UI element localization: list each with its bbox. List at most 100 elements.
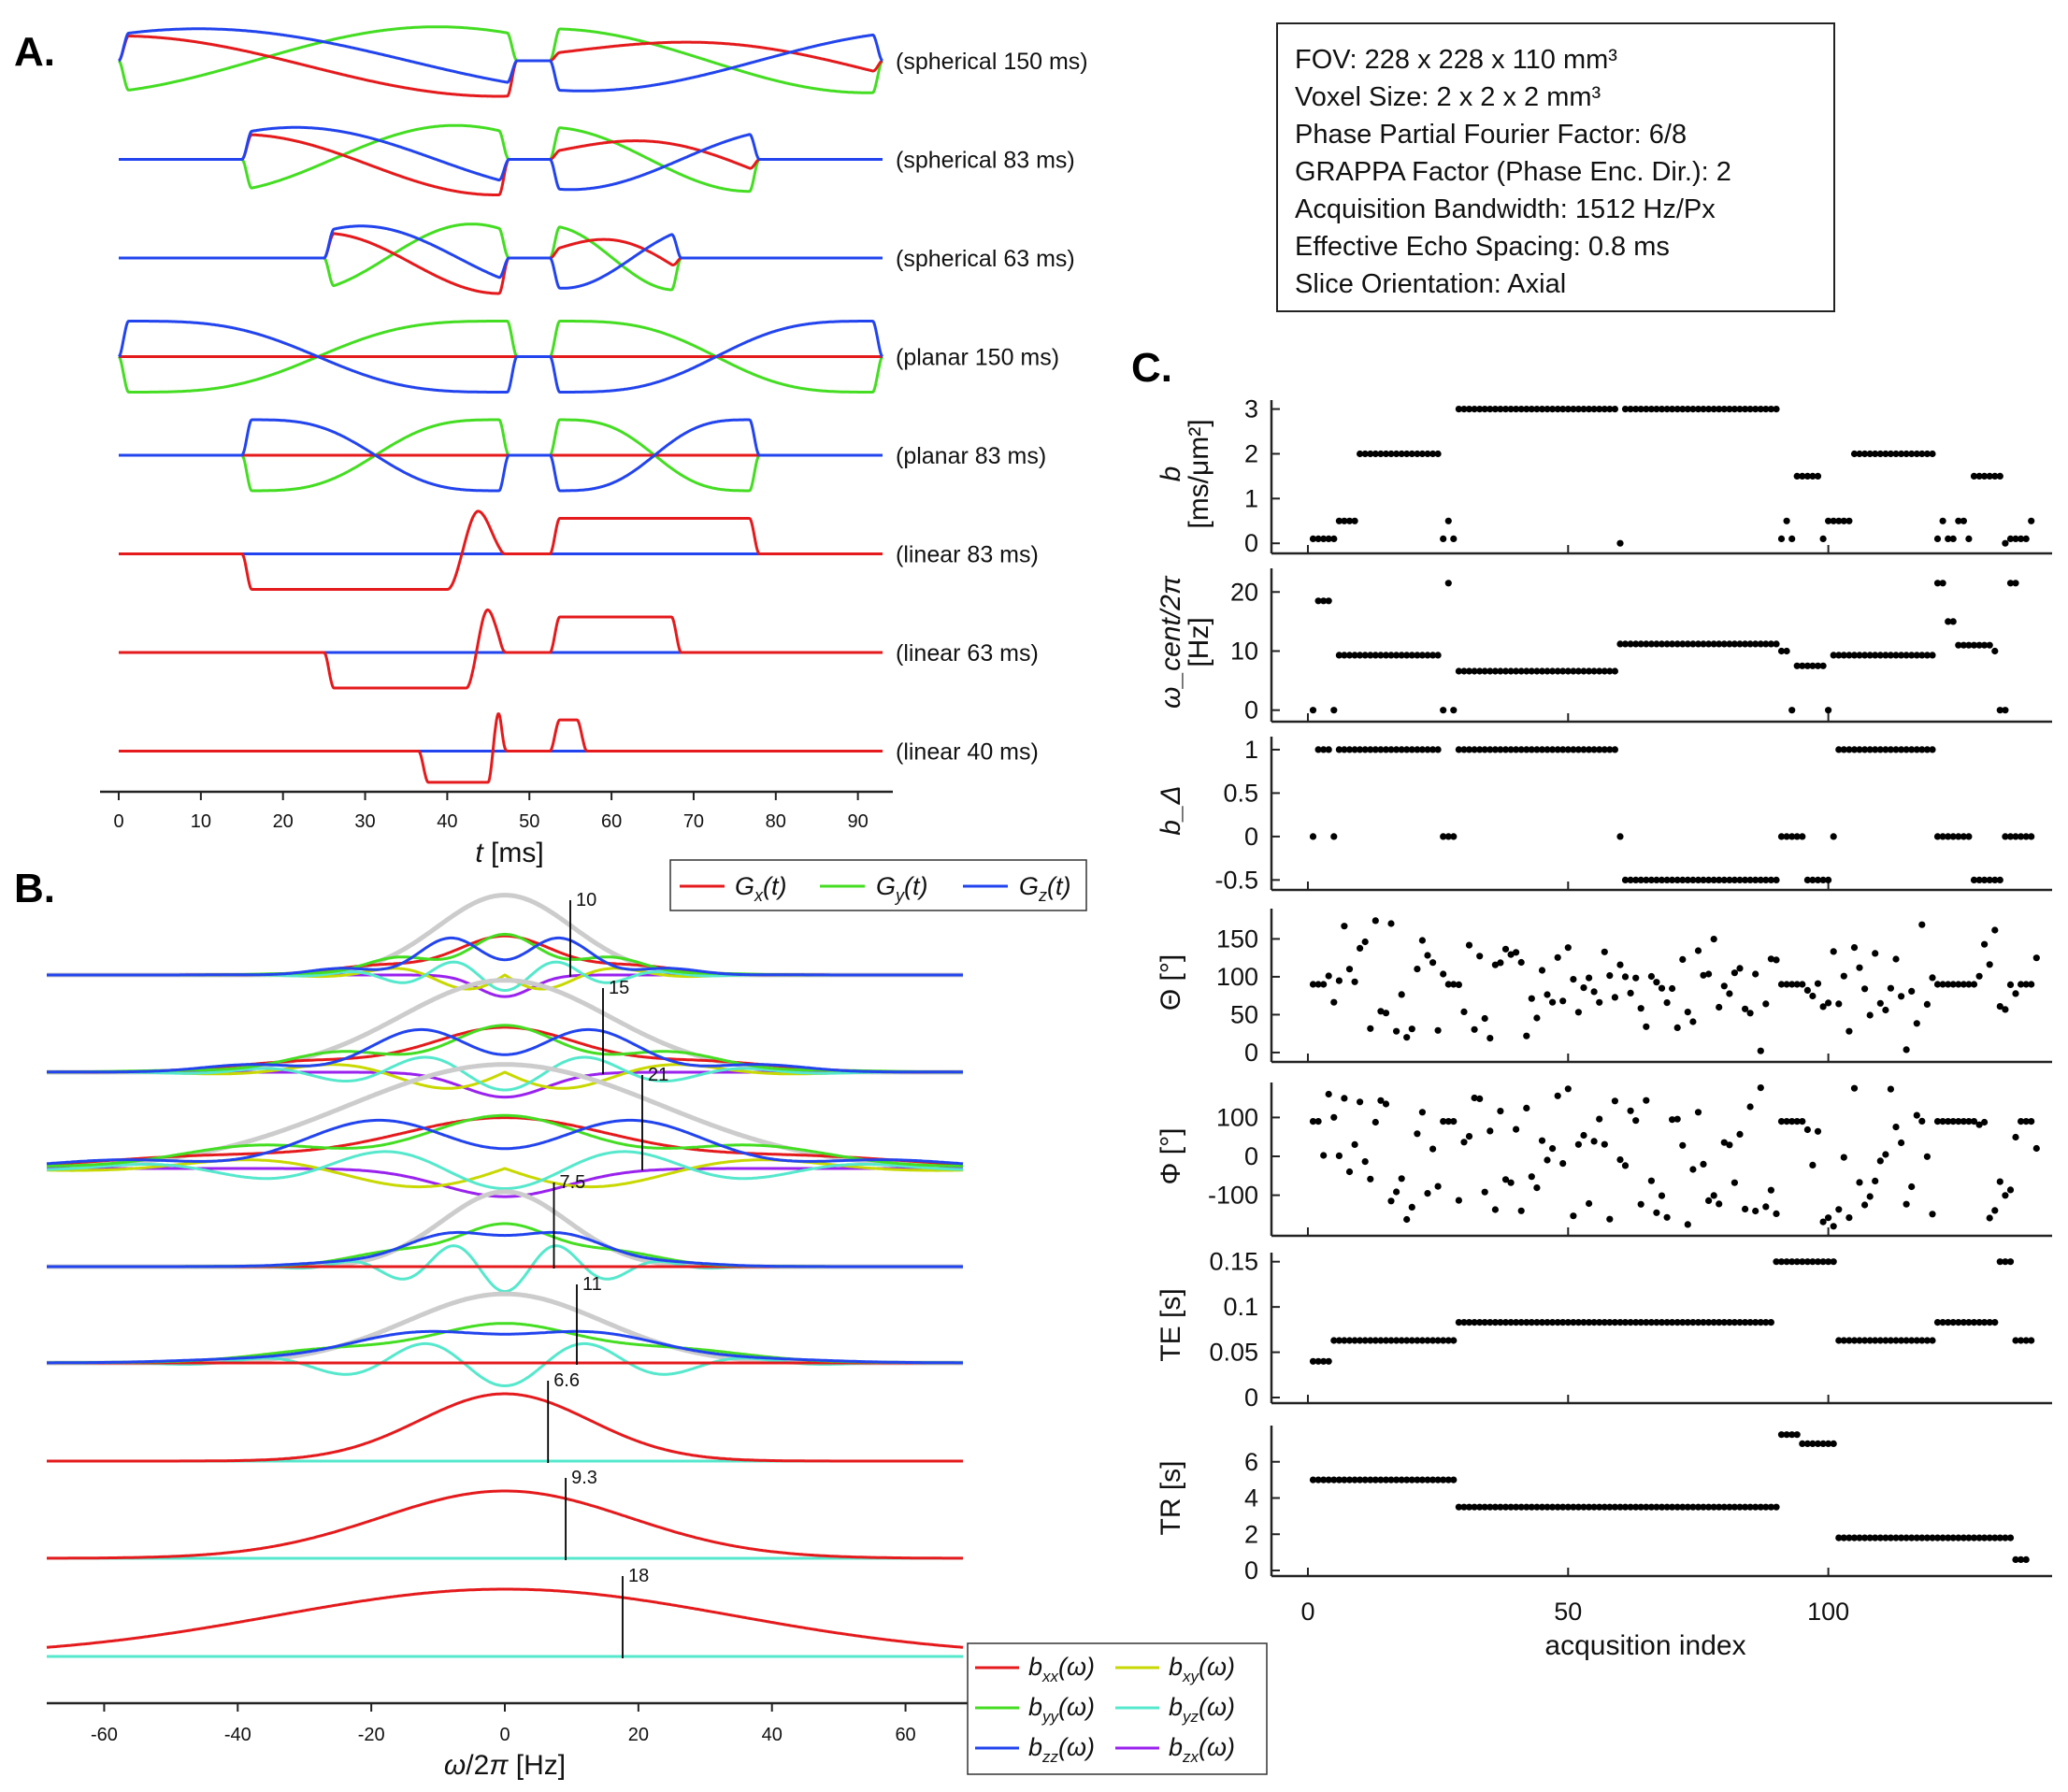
c-data-point [1387,920,1395,927]
c-data-point [1861,985,1869,993]
c-data-point [1554,1092,1561,1099]
c-data-point [1923,652,1931,659]
c-data-point [1835,517,1843,524]
c-data-point [1689,876,1697,884]
c-data-point [1777,981,1786,988]
c-data-point [1450,833,1458,840]
c-data-point [1898,1139,1905,1147]
c-data-point [1429,1337,1437,1344]
c-data-point [1544,991,1551,998]
c-data-point [1325,1090,1332,1098]
c-data-point [1528,667,1535,675]
c-data-point [1590,746,1598,753]
panel-a-label: A. [14,29,55,75]
c-data-point [1996,472,2003,480]
c-data-point [1929,652,1936,659]
c-data-point [1367,1175,1374,1183]
c-data-point [1564,406,1572,413]
c-data-point [1627,1503,1634,1511]
c-data-point [1444,1476,1452,1484]
c-data-point [1403,1476,1411,1484]
c-data-point [1544,1319,1551,1326]
c-data-point [1330,1113,1338,1121]
c-data-point [1513,406,1520,413]
c-data-point [1418,652,1426,659]
c-data-point [1309,1357,1317,1365]
b-xtick-label: 60 [895,1725,915,1745]
c-data-point [1632,876,1640,884]
c-data-point [1898,652,1905,659]
c-data-point [1720,406,1728,413]
c-data-point [1991,1319,1999,1326]
c-data-point [1850,746,1859,753]
a-xtick-label: 70 [683,811,704,832]
c-data-point [1710,406,1717,413]
c-data-point [1357,1098,1364,1106]
c-data-point [1517,667,1525,675]
c-data-point [1440,1476,1447,1484]
a-waveform-gy [118,320,883,394]
c-data-point [1414,1476,1421,1484]
a-waveform-row: (linear 83 ms) [118,509,1039,591]
c-data-point [1898,1337,1905,1344]
b-spectrum-yy [47,1024,963,1074]
c-data-point [1393,1027,1400,1035]
c-data-point [1357,944,1364,953]
c-data-point [1497,406,1504,413]
c-data-point [1882,1006,1889,1014]
legend-byy-label: byy(ω) [1028,1693,1095,1726]
c-data-point [1814,1258,1822,1266]
c-data-point [1497,1319,1504,1326]
c-data-point [1933,833,1942,840]
a-waveform-row: (linear 63 ms) [118,608,1039,690]
c-data-point [1398,1175,1405,1183]
c-data-point [1408,1203,1415,1211]
c-data-point [1632,1319,1640,1326]
c-data-point [1393,1188,1400,1196]
c-ytick-label: 150 [1216,925,1258,953]
c-data-point [1819,1258,1827,1266]
c-data-point [1742,1503,1749,1511]
c-data-point [1398,1337,1405,1344]
c-data-point [1949,833,1957,840]
c-data-point [1918,1337,1926,1344]
c-data-point [1736,876,1744,884]
c-data-point [1549,667,1557,675]
c-data-point [1606,1319,1614,1326]
c-data-point [1830,948,1837,955]
c-data-point [1371,652,1379,659]
c-data-point [1647,876,1655,884]
c-data-point [1866,746,1874,753]
c-data-point [1450,1476,1458,1484]
c-data-point [1845,1214,1853,1222]
a-waveform-gy [118,25,883,94]
c-data-point [1627,406,1634,413]
c-data-point [1382,652,1390,659]
c-data-point [1945,1319,1952,1326]
c-data-point [1382,1337,1390,1344]
c-data-point [1586,974,1593,982]
c-data-point [1471,746,1478,753]
c-data-point [1762,1203,1770,1211]
c-data-point [1471,1025,1478,1033]
c-data-point [2028,1118,2035,1125]
c-data-point [1590,667,1598,675]
c-data-point [1720,640,1728,648]
c-data-point [1970,1534,1978,1541]
c-data-point [1627,1319,1634,1326]
c-data-point [1887,746,1894,753]
c-data-point [1637,1503,1644,1511]
c-data-point [1803,472,1811,480]
c-data-point [1684,1319,1691,1326]
c-data-point [1923,746,1931,753]
c-data-point [1507,951,1515,958]
c-data-point [1481,667,1488,675]
c-ylabel-unit: [ms/μm²] [1184,419,1214,528]
c-data-point [1872,950,1879,957]
c-data-point [1679,1141,1687,1149]
c-data-point [1538,667,1546,675]
c-data-point [1673,876,1681,884]
c-data-point [1663,1503,1671,1511]
c-data-point [1908,1337,1916,1344]
c-data-point [1731,876,1738,884]
